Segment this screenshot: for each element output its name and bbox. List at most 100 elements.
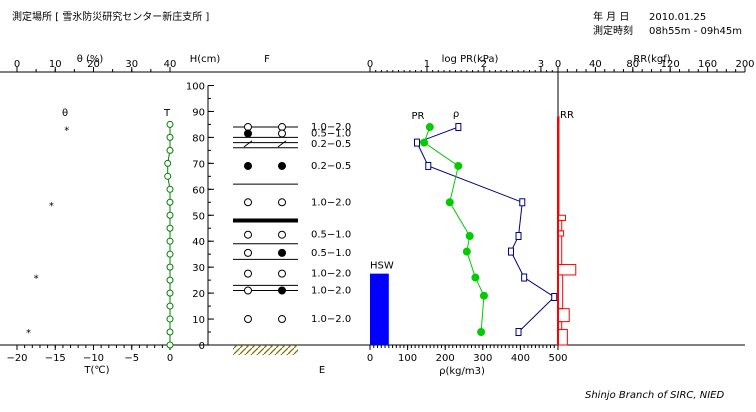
temp-point xyxy=(166,315,174,323)
rho-point xyxy=(521,273,528,282)
rr-tick-label: 160 xyxy=(698,59,717,70)
rho-tick-label: 300 xyxy=(473,353,492,364)
theta-point: * xyxy=(49,201,54,212)
time-value: 08h55m - 09h45m xyxy=(649,26,743,37)
layers-header: F xyxy=(264,54,270,65)
pr-point xyxy=(479,291,488,300)
grain-open-symbol xyxy=(244,198,252,207)
rho-tick-label: 500 xyxy=(548,353,567,364)
rr-step xyxy=(557,328,568,346)
theta-point: * xyxy=(26,328,31,339)
pr-point xyxy=(425,123,434,132)
time-label: 測定時刻 xyxy=(593,26,633,37)
grain-size-label: 1.0−2.0 xyxy=(311,269,351,280)
rr-step xyxy=(557,214,566,221)
temp-point xyxy=(166,211,174,219)
layers-footer: E xyxy=(319,365,325,376)
theta-tick-label: 30 xyxy=(125,59,138,70)
grain-size-label: 0.2−0.5 xyxy=(311,139,351,150)
hsw-label: HSW xyxy=(370,261,394,272)
pr-point xyxy=(471,273,480,282)
grain-size-label: 0.5−1.0 xyxy=(311,129,351,140)
rho-series-label: ρ xyxy=(453,109,459,120)
grain-size-label: 1.0−2.0 xyxy=(311,286,351,297)
temp-point xyxy=(166,276,174,284)
pr-point xyxy=(462,247,471,256)
theta-tick-label: 0 xyxy=(14,59,20,70)
height-tick-label: 80 xyxy=(192,133,205,144)
pr-series-label: PR xyxy=(412,111,425,122)
height-tick-label: 30 xyxy=(192,263,205,274)
rr-step xyxy=(557,264,577,276)
pr-point xyxy=(465,232,474,241)
rr-step xyxy=(557,308,570,323)
temp-tick-label: −10 xyxy=(83,353,104,364)
grain-size-label: 0.5−1.0 xyxy=(311,230,351,241)
grain-slash-symbol xyxy=(277,140,287,148)
rho-point xyxy=(515,232,522,241)
rho-point xyxy=(414,138,420,147)
rho-point xyxy=(425,161,432,170)
temp-point xyxy=(166,250,174,258)
rr-tick-label: 120 xyxy=(661,59,680,70)
temp-point xyxy=(166,328,174,336)
hsw-bar xyxy=(370,273,389,345)
grain-filled-symbol xyxy=(244,129,252,138)
height-axis-title: H(cm) xyxy=(190,54,221,65)
rho-point xyxy=(519,198,526,207)
temp-tick-label: −5 xyxy=(124,353,139,364)
grain-filled-symbol xyxy=(278,286,286,295)
temp-point xyxy=(166,302,174,310)
pr-tick-label: 3 xyxy=(538,59,544,70)
rho-line xyxy=(416,126,556,333)
grain-open-symbol xyxy=(278,123,286,132)
grain-open-symbol xyxy=(244,123,252,132)
rr-tick-label: 0 xyxy=(555,59,561,70)
grain-open-symbol xyxy=(278,269,286,278)
rr-series-label: RR xyxy=(560,110,574,121)
rr-axis-title: RR(kgf) xyxy=(633,54,670,65)
height-tick-label: 60 xyxy=(192,185,205,196)
pr-point xyxy=(445,198,454,207)
rho-tick-label: 100 xyxy=(398,353,417,364)
theta-point: * xyxy=(64,126,69,137)
ground-hatch xyxy=(233,345,298,355)
grain-filled-symbol xyxy=(278,248,286,257)
grain-size-label: 0.2−0.5 xyxy=(311,161,351,172)
height-tick-label: 70 xyxy=(192,159,205,170)
theta-axis-title: θ (%) xyxy=(77,54,104,65)
height-tick-label: 50 xyxy=(192,211,205,222)
temp-point xyxy=(164,172,172,180)
temp-point xyxy=(164,159,172,167)
temp-point xyxy=(166,263,174,271)
theta-tick-label: 40 xyxy=(164,59,177,70)
temp-point xyxy=(166,146,174,154)
rho-point xyxy=(508,247,514,256)
temp-point xyxy=(166,120,174,128)
height-tick-label: 100 xyxy=(186,82,205,93)
temp-point xyxy=(166,289,174,297)
grain-open-symbol xyxy=(244,230,252,239)
grain-size-label: 0.5−1.0 xyxy=(311,248,351,259)
pr-line xyxy=(423,126,485,333)
grain-size-label: 1.0−2.0 xyxy=(311,314,351,325)
grain-open-symbol xyxy=(244,315,252,324)
grain-filled-symbol xyxy=(244,161,252,170)
rho-point xyxy=(515,328,522,337)
theta-tick-label: 20 xyxy=(87,59,100,70)
temp-axis-label: T(℃) xyxy=(83,365,109,376)
height-tick-label: 0 xyxy=(199,341,205,352)
pr-tick-label: 0 xyxy=(367,59,373,70)
rho-tick-label: 200 xyxy=(436,353,455,364)
temp-tick-label: −15 xyxy=(45,353,66,364)
rr-tick-label: 200 xyxy=(735,59,754,70)
temp-point xyxy=(166,237,174,245)
height-tick-label: 40 xyxy=(192,237,205,248)
height-tick-label: 90 xyxy=(192,107,205,118)
grain-open-symbol xyxy=(278,315,286,324)
rho-point xyxy=(551,292,558,301)
theta-tick-label: 10 xyxy=(49,59,62,70)
footer-credit: Shinjo Branch of SIRC, NIED xyxy=(585,390,725,401)
date-label: 年 月 日 xyxy=(593,12,630,23)
